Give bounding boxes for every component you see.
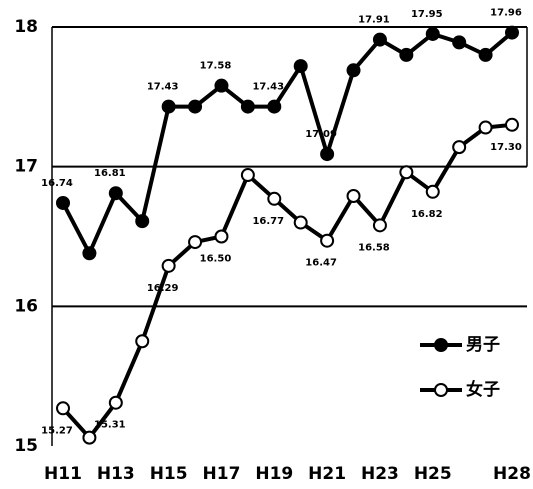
legend-label: 男子: [466, 335, 500, 355]
x-tick-label: H23: [361, 464, 399, 484]
point: [188, 235, 203, 250]
point: [108, 186, 123, 201]
legend-marker: [434, 383, 448, 397]
point: [478, 47, 493, 62]
data-label: 16.77: [252, 216, 284, 227]
data-label: 17.43: [252, 82, 284, 93]
point: [372, 218, 387, 233]
point: [82, 430, 97, 445]
point: [505, 25, 519, 40]
point: [56, 195, 70, 210]
data-label: 17.09: [305, 129, 337, 140]
data-label: 17.30: [490, 142, 522, 153]
point: [425, 26, 440, 41]
data-label: 17.58: [200, 61, 232, 72]
point: [293, 215, 308, 230]
point: [267, 99, 282, 114]
point: [240, 99, 255, 114]
x-tick-label: H13: [97, 464, 135, 484]
point: [82, 246, 97, 261]
data-label: 16.82: [411, 209, 443, 220]
legend-marker: [434, 338, 448, 352]
legend-label: 女子: [466, 379, 500, 400]
point: [161, 258, 176, 273]
point: [161, 99, 176, 114]
y-tick-label: 15: [14, 436, 38, 456]
x-tick-label: H19: [255, 464, 293, 484]
point: [56, 401, 70, 416]
point: [135, 214, 150, 229]
point: [135, 334, 150, 349]
x-tick-label: H15: [150, 464, 188, 484]
point: [293, 59, 308, 74]
point: [240, 168, 255, 183]
point: [372, 32, 387, 47]
point: [478, 120, 493, 135]
data-label: 16.81: [94, 168, 126, 179]
x-tick-label: H21: [308, 464, 346, 484]
data-label: 17.95: [411, 9, 443, 20]
data-label: 16.74: [41, 178, 73, 189]
point: [452, 35, 467, 50]
point: [108, 395, 123, 410]
point: [214, 229, 229, 244]
point: [320, 233, 335, 248]
series-line: [61, 31, 514, 258]
data-label: 15.31: [94, 420, 126, 431]
point: [267, 191, 282, 206]
y-tick-label: 16: [14, 296, 38, 316]
x-tick-label: H25: [414, 464, 452, 484]
y-tick-label: 18: [14, 17, 38, 37]
point: [346, 188, 361, 203]
data-label: 16.50: [200, 254, 232, 265]
point: [399, 47, 414, 62]
point: [320, 147, 335, 162]
data-label: 17.91: [358, 15, 390, 26]
y-tick-label: 17: [14, 157, 38, 177]
point: [214, 78, 229, 93]
point: [425, 184, 440, 199]
series-line: [61, 122, 513, 441]
point: [188, 99, 203, 114]
point: [505, 117, 519, 132]
data-label: 16.47: [305, 258, 337, 269]
data-label: 17.96: [490, 8, 522, 19]
x-tick-label: H28: [493, 464, 531, 484]
data-label: 15.27: [41, 425, 73, 436]
x-tick-label: H11: [44, 464, 82, 484]
point: [346, 63, 361, 78]
x-tick-label: H17: [203, 464, 241, 484]
data-label: 17.43: [147, 82, 179, 93]
data-label: 16.29: [147, 283, 179, 294]
data-label: 16.58: [358, 242, 390, 253]
point: [399, 165, 414, 180]
point: [452, 140, 467, 155]
